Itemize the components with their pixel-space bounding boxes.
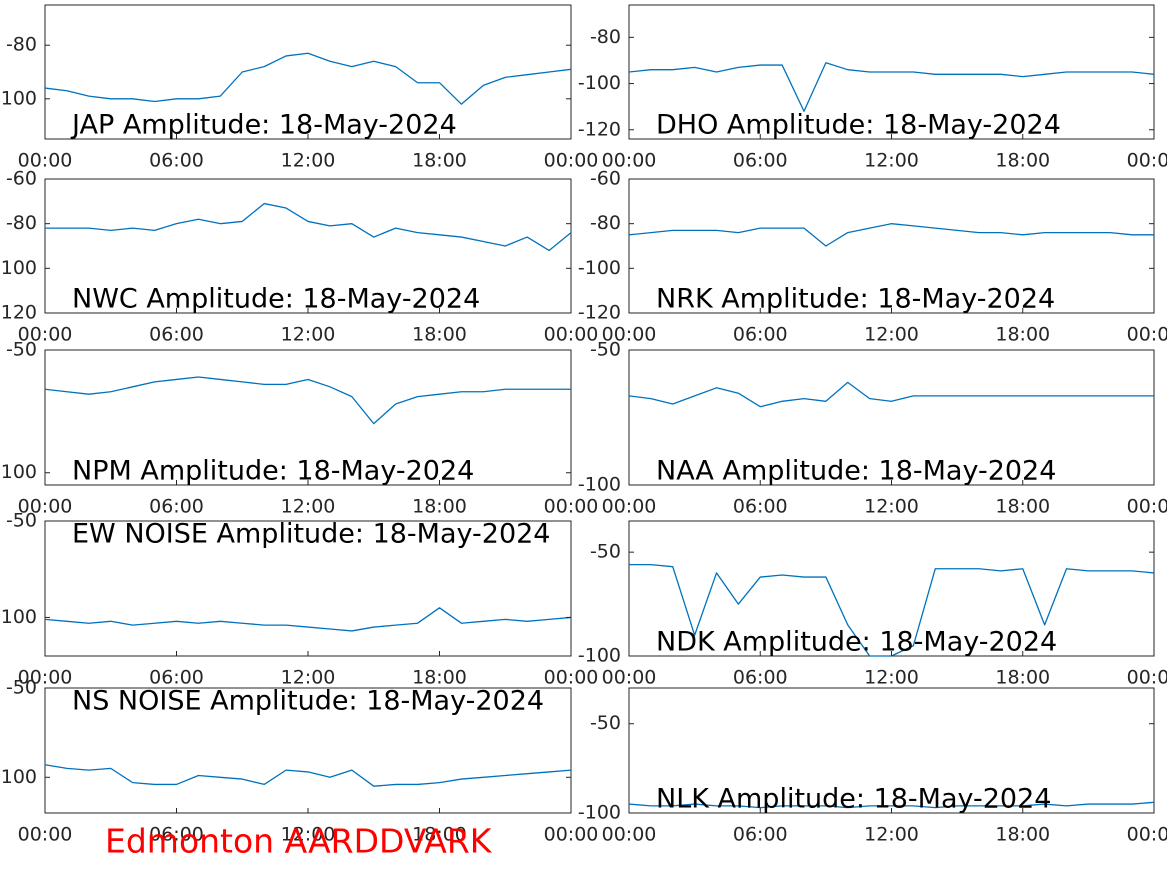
x-tick-label: 00:00	[18, 150, 73, 172]
x-tick-label: 00:00	[18, 324, 73, 346]
x-tick-label: 06:00	[149, 496, 204, 518]
chart-title: NWC Amplitude: 18-May-2024	[72, 284, 480, 315]
y-tick-label: -120	[578, 302, 621, 324]
chart-title: DHO Amplitude: 18-May-2024	[656, 110, 1061, 141]
y-tick-label: -100	[578, 802, 621, 824]
x-tick-label: 18:00	[995, 324, 1050, 346]
x-tick-label: 18:00	[995, 824, 1050, 846]
x-tick-label: 12:00	[864, 824, 919, 846]
x-tick-label: 00:00	[1127, 824, 1167, 846]
data-line	[45, 202, 572, 252]
data-line	[628, 381, 1154, 408]
x-tick-label: 06:00	[733, 324, 788, 346]
x-tick-label: 06:00	[149, 150, 204, 172]
x-tick-label: 00:00	[18, 667, 73, 689]
x-tick-label: 12:00	[864, 324, 919, 346]
x-tick-label: 18:00	[995, 150, 1050, 172]
x-tick-label: 00:00	[544, 150, 599, 172]
x-tick-label: 12:00	[281, 150, 336, 172]
y-tick-label: -80	[590, 212, 621, 234]
y-tick-label: -50	[6, 339, 37, 361]
x-tick-label: 18:00	[412, 324, 467, 346]
chart-title: NS NOISE Amplitude: 18-May-2024	[72, 686, 544, 717]
y-tick-label: -50	[6, 510, 37, 532]
x-tick-label: 00:00	[602, 324, 657, 346]
x-tick-label: 12:00	[281, 824, 336, 846]
x-tick-label: 12:00	[864, 496, 919, 518]
x-tick-label: 00:00	[18, 496, 73, 518]
y-tick-label: -60	[590, 168, 621, 190]
x-tick-label: 18:00	[995, 496, 1050, 518]
y-tick-label: -50	[6, 677, 37, 699]
footer: Edmonton AARDDVARK	[105, 822, 493, 861]
y-tick-label: -120	[578, 118, 621, 140]
x-tick-label: 00:00	[1127, 667, 1167, 689]
y-tick-label: -80	[6, 212, 37, 234]
chart-title: JAP Amplitude: 18-May-2024	[70, 110, 457, 141]
y-tick-label: -100	[578, 257, 621, 279]
x-tick-label: 00:00	[544, 496, 599, 518]
chart-title: EW NOISE Amplitude: 18-May-2024	[72, 519, 550, 550]
x-tick-label: 12:00	[864, 150, 919, 172]
x-tick-label: 00:00	[544, 824, 599, 846]
x-tick-label: 12:00	[281, 324, 336, 346]
chart-title: NPM Amplitude: 18-May-2024	[72, 456, 474, 487]
y-tick-label: -100	[578, 645, 621, 667]
chart-title: NLK Amplitude: 18-May-2024	[656, 784, 1051, 815]
y-tick-label: -50	[590, 339, 621, 361]
y-tick-label: -100	[0, 461, 37, 483]
x-tick-label: 12:00	[281, 667, 336, 689]
data-line	[44, 52, 572, 105]
data-line	[44, 376, 571, 425]
x-tick-label: 18:00	[995, 667, 1050, 689]
y-tick-label: -50	[590, 541, 621, 563]
y-tick-label: -100	[578, 474, 621, 496]
x-tick-label: 06:00	[149, 667, 204, 689]
x-tick-label: 00:00	[1127, 324, 1167, 346]
data-line	[628, 62, 1155, 112]
y-tick-label: -100	[0, 87, 37, 109]
x-tick-label: 06:00	[733, 667, 788, 689]
y-tick-label: -100	[578, 72, 621, 94]
y-tick-label: -50	[590, 712, 621, 734]
x-tick-label: 18:00	[412, 824, 467, 846]
x-tick-label: 12:00	[281, 496, 336, 518]
y-tick-label: -100	[0, 606, 37, 628]
x-tick-label: 12:00	[864, 667, 919, 689]
x-tick-label: 00:00	[1127, 150, 1167, 172]
chart-title: NDK Amplitude: 18-May-2024	[656, 627, 1057, 658]
chart-title: NRK Amplitude: 18-May-2024	[656, 284, 1055, 315]
y-tick-label: -80	[590, 26, 621, 48]
chart-title: NAA Amplitude: 18-May-2024	[656, 456, 1056, 487]
data-line	[44, 607, 572, 632]
x-tick-label: 18:00	[412, 150, 467, 172]
x-tick-label: 06:00	[149, 324, 204, 346]
y-tick-label: -60	[6, 168, 37, 190]
data-line	[44, 764, 572, 787]
x-tick-label: 00:00	[602, 150, 657, 172]
x-tick-label: 00:00	[602, 496, 657, 518]
data-line	[628, 801, 1155, 809]
y-tick-label: -100	[0, 257, 37, 279]
y-tick-label: -80	[6, 34, 37, 56]
data-line	[628, 223, 1154, 247]
y-tick-label: -120	[0, 302, 37, 324]
x-tick-label: 00:00	[1127, 496, 1167, 518]
x-tick-label: 00:00	[544, 324, 599, 346]
x-tick-label: 06:00	[733, 150, 788, 172]
x-tick-label: 00:00	[544, 667, 599, 689]
x-tick-label: 06:00	[149, 824, 204, 846]
x-tick-label: 18:00	[412, 496, 467, 518]
x-tick-label: 00:00	[18, 824, 73, 846]
x-tick-label: 06:00	[733, 496, 788, 518]
x-tick-label: 18:00	[412, 667, 467, 689]
x-tick-label: 00:00	[602, 667, 657, 689]
x-tick-label: 06:00	[733, 824, 788, 846]
x-tick-label: 00:00	[602, 824, 657, 846]
y-tick-label: -100	[0, 766, 37, 788]
